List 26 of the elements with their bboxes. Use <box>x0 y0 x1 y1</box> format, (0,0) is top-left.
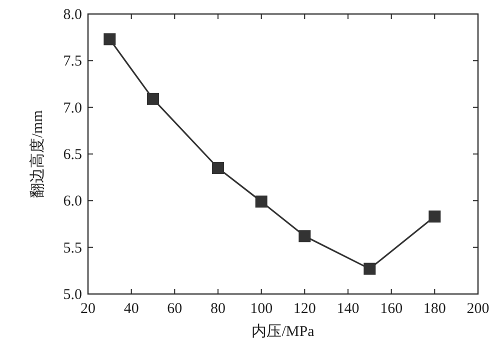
point <box>212 162 224 174</box>
x-axis-title: 内压/MPa <box>252 323 315 340</box>
point <box>428 210 441 223</box>
point <box>298 230 311 242</box>
x-tick-label: 40 <box>124 301 139 317</box>
y-tick-label: 6.5 <box>63 147 82 163</box>
x-tick-label: 80 <box>210 301 226 317</box>
point <box>147 92 159 105</box>
y-tick-label: 7.5 <box>63 54 82 70</box>
point <box>255 196 268 208</box>
y-axis-title: 翻边高度/mm <box>29 110 46 198</box>
x-tick-label: 140 <box>336 301 360 317</box>
x-tick-label: 160 <box>380 301 403 317</box>
y-tick-label: 6.0 <box>63 194 82 210</box>
point <box>104 33 116 46</box>
x-tick-label: 180 <box>423 301 446 317</box>
x-tick-label: 100 <box>250 301 273 317</box>
point <box>364 262 376 275</box>
y-tick-label: 7.0 <box>63 100 82 116</box>
x-tick-label: 20 <box>80 301 96 317</box>
y-tick-label: 8.0 <box>63 7 82 23</box>
y-tick-label: 5.5 <box>63 240 82 256</box>
x-tick-label: 200 <box>466 301 490 317</box>
x-tick-label: 120 <box>293 301 316 317</box>
y-tick-label: 5.0 <box>63 287 82 303</box>
x-tick-label: 60 <box>167 301 182 317</box>
